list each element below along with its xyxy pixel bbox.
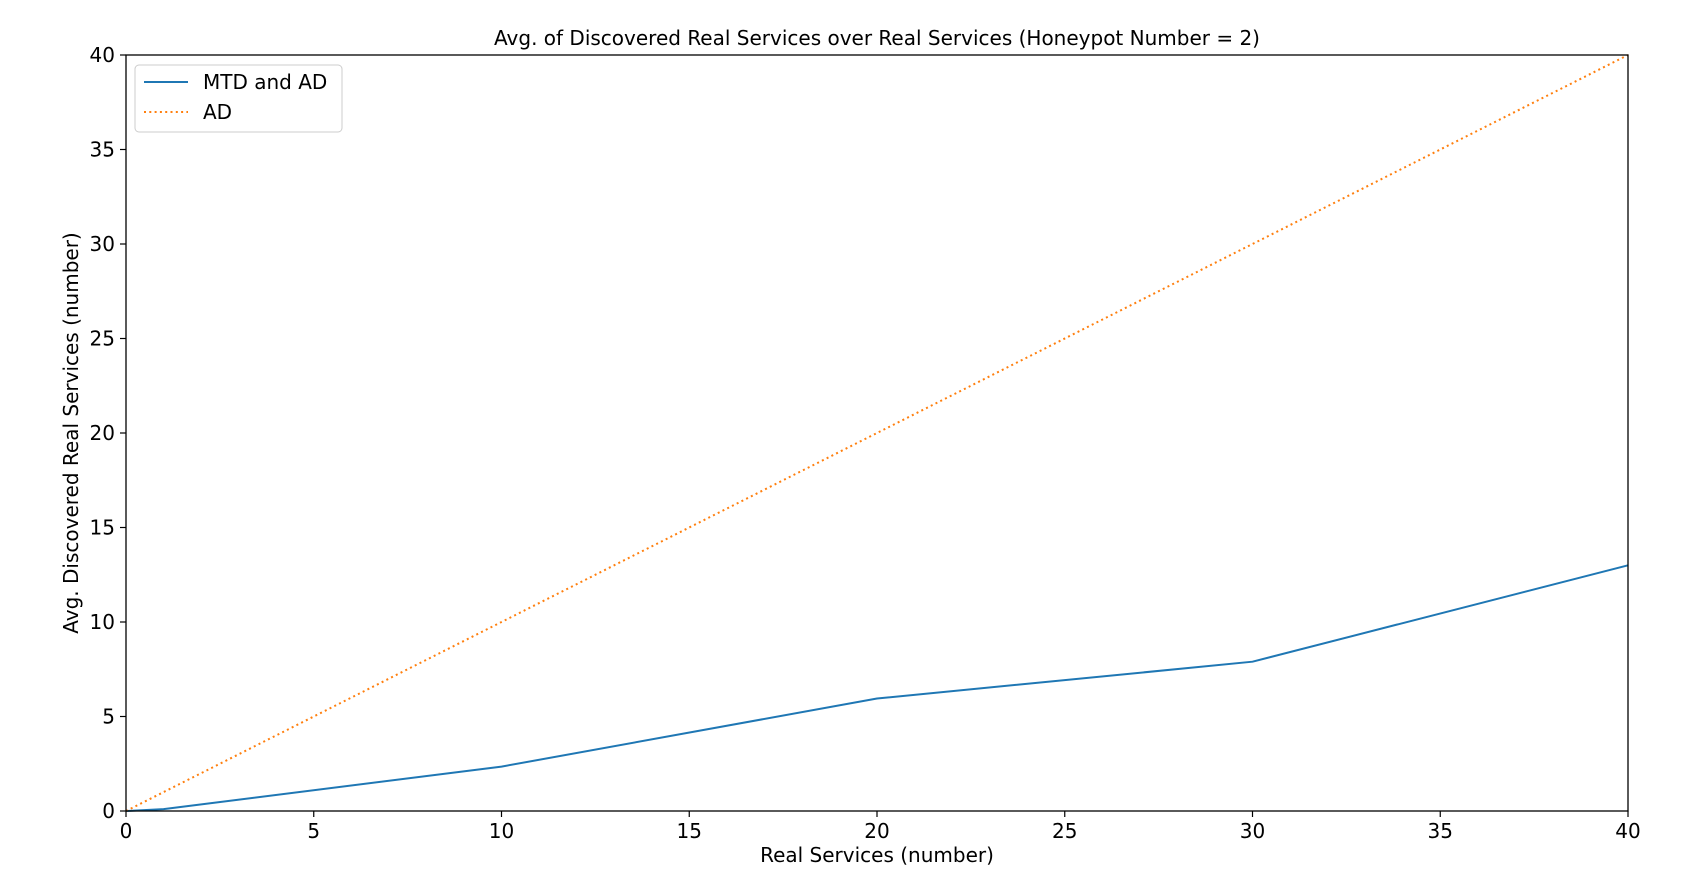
x-tick-label: 15 — [677, 819, 702, 843]
y-tick-label: 15 — [90, 516, 115, 540]
x-tick-label: 30 — [1240, 819, 1265, 843]
x-tick-label: 0 — [120, 819, 133, 843]
legend-label-ad: AD — [203, 100, 232, 124]
y-tick-label: 30 — [90, 232, 115, 256]
x-axis-label: Real Services (number) — [760, 843, 994, 867]
chart-title: Avg. of Discovered Real Services over Re… — [494, 26, 1260, 50]
y-tick-label: 35 — [90, 138, 115, 162]
x-tick-label: 20 — [864, 819, 889, 843]
series-line-mtd-and-ad — [125, 564, 1629, 812]
x-tick-label: 40 — [1615, 819, 1640, 843]
y-axis-label: Avg. Discovered Real Services (number) — [59, 232, 83, 633]
legend: MTD and AD AD — [134, 64, 343, 133]
x-tick-label: 10 — [489, 819, 514, 843]
y-tick-label: 5 — [102, 705, 115, 729]
x-tick-label: 5 — [307, 819, 320, 843]
y-tick-label: 10 — [90, 610, 115, 634]
y-tick-label: 20 — [90, 421, 115, 445]
y-tick-label: 25 — [90, 327, 115, 351]
y-tick-label: 40 — [90, 43, 115, 67]
y-tick-label: 0 — [102, 799, 115, 823]
x-tick-label: 35 — [1428, 819, 1453, 843]
legend-label-mtd-and-ad: MTD and AD — [203, 70, 327, 94]
x-tick-label: 25 — [1052, 819, 1077, 843]
